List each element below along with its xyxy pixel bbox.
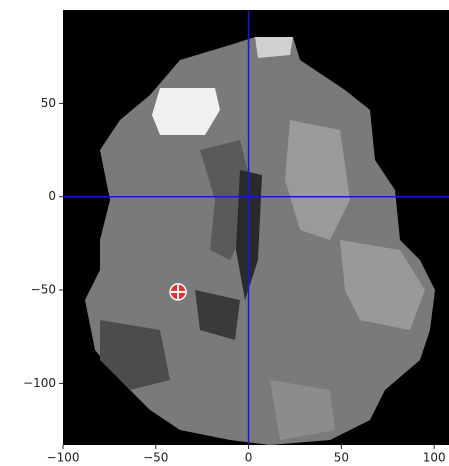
y-tick-label: −100 — [23, 376, 56, 390]
page: −100−50050100500−50−100 (() => { const d… — [0, 0, 449, 466]
x-tick-label: 100 — [423, 451, 446, 465]
y-tick-label: −50 — [31, 283, 56, 297]
marker — [170, 284, 186, 300]
y-tick-label: 0 — [48, 189, 56, 203]
y-tick-label: 50 — [41, 96, 56, 110]
chart: −100 −50 0 50 100 50 0 −50 −100 — [0, 0, 449, 466]
x-tick-label: −100 — [47, 451, 80, 465]
x-tick-label: 0 — [245, 451, 253, 465]
x-tick-label: 50 — [334, 451, 349, 465]
x-tick-label: −50 — [143, 451, 168, 465]
